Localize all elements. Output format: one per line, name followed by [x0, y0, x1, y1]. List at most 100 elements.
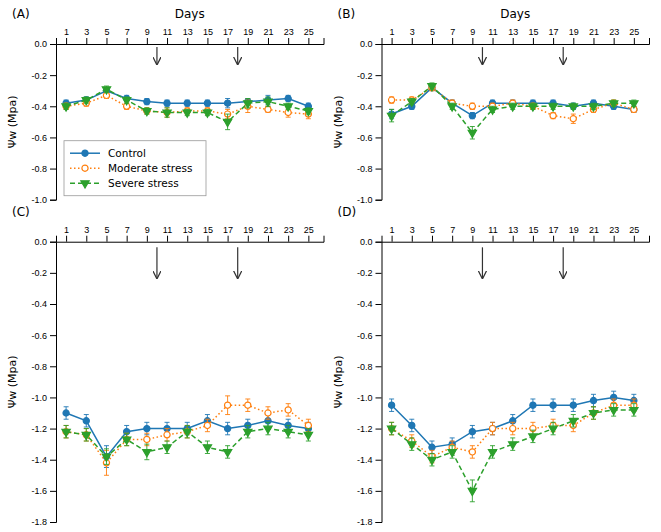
- point: [122, 437, 130, 444]
- arrow: [482, 47, 483, 64]
- point: [469, 113, 475, 119]
- point: [529, 434, 537, 441]
- x-tick-label: 19: [569, 225, 579, 235]
- x-tick-label: 7: [125, 225, 130, 235]
- arrows: [157, 247, 238, 278]
- y-tick-mark: [50, 522, 56, 523]
- y-tick: -1.6: [357, 486, 382, 496]
- x-tick-label: 3: [84, 27, 89, 37]
- error-bar: [225, 422, 230, 434]
- x-tick-label: 9: [145, 225, 150, 235]
- y-tick-mark: [376, 460, 382, 461]
- x-tick-label: 7: [125, 27, 130, 37]
- arrow: [237, 247, 238, 278]
- y-tick: -1.8: [31, 517, 56, 527]
- point: [429, 444, 435, 450]
- x-tick: 1: [390, 27, 395, 44]
- x-tick: 5: [430, 27, 435, 44]
- arrows: [157, 47, 238, 64]
- x-tick-label: 25: [629, 225, 639, 235]
- y-tick: -1.2: [357, 424, 382, 434]
- x-tick-label: 23: [284, 225, 294, 235]
- y-tick-label: -0.2: [31, 268, 47, 278]
- y-tick-mark: [50, 460, 56, 461]
- y-tick: -1.6: [31, 486, 56, 496]
- legend-label: Control: [108, 147, 146, 159]
- x-tick-label: 25: [304, 225, 314, 235]
- y-tick-label: -0.8: [357, 362, 373, 372]
- x-tick-mark: [106, 236, 107, 242]
- y-tick: -1.0: [357, 393, 382, 403]
- y-tick-mark: [376, 429, 382, 430]
- x-tick-mark: [553, 236, 554, 242]
- x-tick-label: 3: [410, 27, 415, 37]
- x-tick-mark: [593, 236, 594, 242]
- y-tick: -0.4: [31, 102, 56, 112]
- y-tick: 0.0: [360, 39, 382, 49]
- y-tick-label: -0.6: [31, 331, 47, 341]
- x-tick-mark: [268, 38, 269, 44]
- error-bar: [225, 99, 230, 108]
- legend-symbol: [81, 181, 89, 188]
- y-axis-line: [50, 242, 57, 522]
- x-tick-label: 15: [528, 225, 538, 235]
- y-axis-title: Ψw (Mpa): [332, 95, 345, 148]
- x-tick-mark: [412, 38, 413, 44]
- x-tick: 7: [125, 27, 130, 44]
- point: [102, 87, 110, 94]
- legend-symbol: [82, 150, 88, 156]
- x-tick-mark: [472, 236, 473, 242]
- x-tick: 3: [84, 225, 89, 242]
- y-tick: -1.4: [357, 455, 382, 465]
- point: [489, 425, 495, 431]
- x-tick: 9: [470, 27, 475, 44]
- x-tick: 5: [104, 225, 109, 242]
- error-bar: [64, 407, 69, 419]
- y-tick-label: -0.6: [357, 133, 373, 143]
- x-axis-line: [57, 236, 325, 243]
- y-axis-line: [376, 242, 383, 522]
- point: [144, 99, 150, 105]
- point: [183, 429, 191, 436]
- point: [630, 101, 638, 108]
- y-tick: -0.2: [357, 268, 382, 278]
- point: [569, 418, 577, 425]
- point: [570, 402, 576, 408]
- y-tick-mark: [50, 137, 56, 138]
- y-tick-label: -0.8: [31, 164, 47, 174]
- x-tick-label: 15: [203, 225, 213, 235]
- y-tick-label: -0.6: [31, 133, 47, 143]
- y-tick-mark: [50, 397, 56, 398]
- x-tick: 23: [609, 27, 619, 44]
- legend-entry: Severe stress: [70, 177, 179, 189]
- point: [530, 402, 536, 408]
- y-tick-label: -1.0: [357, 195, 373, 205]
- legend: ControlModerate stressSevere stress: [64, 141, 206, 196]
- point: [510, 425, 516, 431]
- series-line: [392, 86, 634, 133]
- y-tick-label: -0.6: [357, 331, 373, 341]
- point: [62, 429, 70, 436]
- y-tick: -0.2: [31, 71, 56, 81]
- x-tick-label: 1: [64, 225, 69, 235]
- x-tick-label: 9: [145, 27, 150, 37]
- point: [550, 113, 556, 119]
- x-tick-mark: [573, 236, 574, 242]
- arrow: [156, 47, 157, 64]
- y-tick: -0.6: [357, 331, 382, 341]
- x-tick-mark: [513, 38, 514, 44]
- panel: 1357911131517192123250.0-0.2-0.4-0.6-0.8…: [6, 205, 324, 528]
- legend-symbol: [82, 165, 88, 171]
- x-tick-mark: [392, 38, 393, 44]
- point: [285, 95, 291, 101]
- x-tick-mark: [207, 38, 208, 44]
- point: [82, 432, 90, 439]
- x-tick-mark: [472, 38, 473, 44]
- error-bar: [530, 399, 535, 411]
- error-bar: [551, 399, 556, 411]
- point: [284, 429, 292, 436]
- y-tick-mark: [50, 169, 56, 170]
- point: [245, 402, 251, 408]
- x-tick-mark: [392, 236, 393, 242]
- x-tick: 17: [549, 225, 559, 242]
